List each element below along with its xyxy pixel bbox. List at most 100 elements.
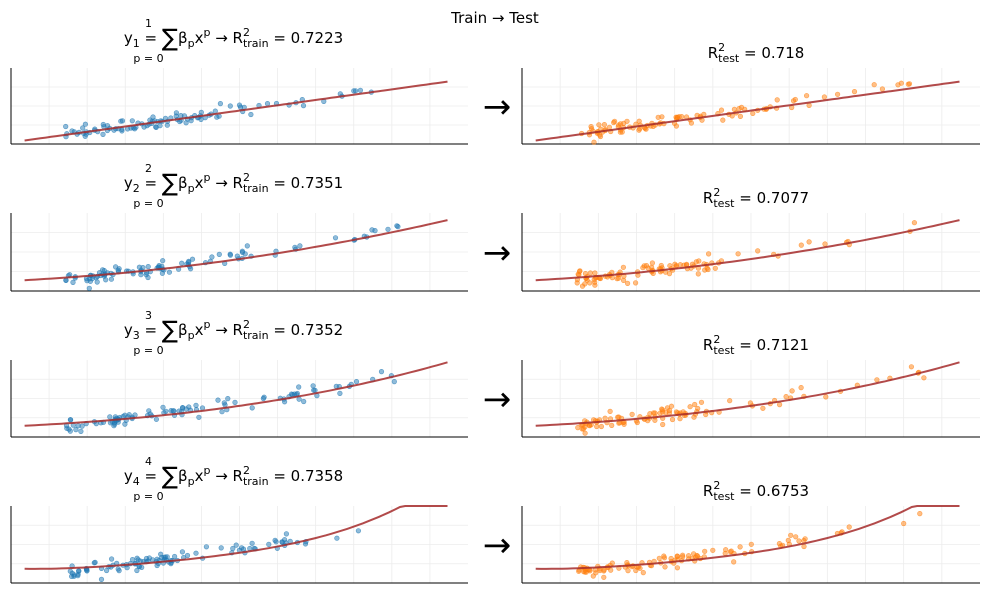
data-point — [302, 541, 309, 547]
data-point — [232, 399, 238, 406]
data-point — [168, 408, 174, 414]
data-point — [332, 235, 339, 241]
data-point — [216, 251, 222, 257]
data-point — [288, 391, 295, 397]
data-point — [755, 248, 761, 254]
data-point — [594, 423, 600, 430]
data-point — [186, 258, 192, 265]
data-point — [662, 564, 668, 570]
train-to-test-arrow: → — [483, 87, 512, 127]
data-point — [575, 425, 581, 431]
data-point — [760, 405, 766, 411]
figure-suptitle: Train → Test — [450, 9, 539, 27]
data-point — [611, 118, 618, 124]
data-point — [70, 279, 76, 286]
data-point — [244, 243, 250, 249]
data-point — [86, 276, 93, 282]
data-point — [193, 402, 199, 409]
sum-lower-limit: p = 0 — [133, 197, 163, 210]
data-point — [173, 110, 179, 116]
data-point — [718, 107, 725, 113]
data-point — [792, 96, 798, 103]
data-point — [607, 408, 613, 415]
data-point — [737, 113, 744, 119]
data-point — [138, 272, 144, 278]
data-point — [677, 416, 683, 422]
fit-curve — [535, 505, 960, 570]
data-point — [395, 224, 401, 230]
data-point — [179, 260, 185, 266]
data-point — [189, 256, 196, 262]
data-point — [116, 567, 122, 574]
data-point — [230, 545, 236, 552]
data-point — [660, 421, 666, 428]
fit-curve — [24, 361, 448, 427]
data-point — [103, 567, 110, 574]
data-point — [620, 264, 627, 270]
data-point — [917, 510, 923, 517]
data-point — [821, 94, 828, 100]
data-point — [720, 117, 726, 123]
data-point — [282, 399, 288, 405]
data-point — [911, 220, 918, 226]
data-point — [647, 411, 653, 417]
data-point — [620, 277, 627, 284]
data-point — [576, 268, 583, 275]
data-point — [723, 547, 729, 553]
data-point — [659, 114, 665, 120]
data-point — [103, 277, 109, 283]
data-point — [788, 532, 794, 538]
data-point — [179, 549, 185, 555]
subplot-test-degree-4: R2 test = 0.6753 — [521, 479, 980, 584]
data-point — [905, 81, 911, 87]
data-point — [803, 93, 810, 99]
data-point — [334, 535, 340, 541]
data-point — [901, 520, 907, 527]
data-point — [217, 100, 223, 107]
data-point — [774, 97, 780, 103]
data-point — [172, 553, 178, 560]
sum-upper-limit: 1 — [145, 17, 152, 30]
sum-lower-limit: p = 0 — [133, 490, 163, 503]
data-point — [351, 88, 357, 94]
data-point — [592, 270, 598, 276]
data-point — [160, 258, 166, 264]
subplot-test-degree-3: R2 test = 0.7121 — [521, 333, 980, 438]
data-point — [122, 412, 128, 418]
panel-title: y3 = ∑βpxp → R2 train = 0.7352 — [124, 316, 343, 344]
data-point — [266, 541, 272, 548]
data-point — [248, 111, 254, 118]
data-point — [702, 548, 708, 554]
data-point — [296, 384, 302, 390]
data-point — [601, 574, 607, 580]
data-point — [705, 251, 712, 257]
data-point — [678, 113, 685, 120]
data-point — [203, 544, 209, 550]
data-point — [135, 557, 141, 563]
data-point — [692, 401, 698, 408]
data-point — [783, 394, 789, 400]
data-point — [215, 397, 221, 403]
data-point — [879, 86, 886, 92]
data-point — [129, 118, 135, 124]
data-point — [108, 556, 115, 562]
data-point — [193, 550, 199, 556]
data-point — [264, 100, 271, 107]
data-point — [593, 570, 599, 576]
data-point — [798, 242, 804, 248]
data-point — [731, 559, 737, 565]
data-point — [705, 266, 711, 273]
data-point — [86, 285, 92, 291]
data-point — [601, 121, 608, 128]
data-point — [160, 404, 166, 410]
data-point — [300, 102, 307, 109]
data-point — [67, 568, 73, 574]
data-point — [249, 405, 255, 411]
data-point — [108, 276, 114, 282]
data-point — [178, 112, 184, 119]
sum-lower-limit: p = 0 — [133, 344, 163, 357]
